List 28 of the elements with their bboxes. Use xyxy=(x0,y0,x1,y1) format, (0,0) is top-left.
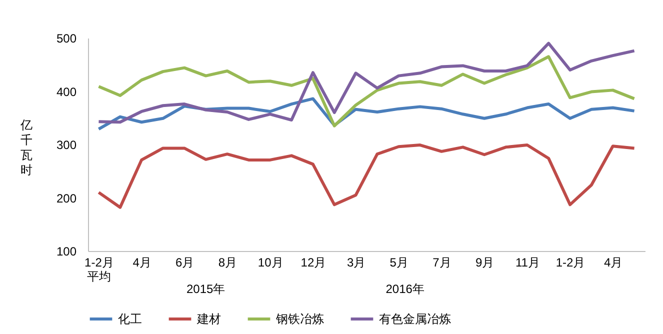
legend-label: 钢铁冶炼 xyxy=(275,312,324,326)
line-series xyxy=(97,42,636,124)
y-axis-title: 亿千瓦时 xyxy=(20,118,32,177)
y-tick-label: 100 xyxy=(56,244,77,258)
legend-label: 化工 xyxy=(118,312,142,326)
x-tick-label: 4月 xyxy=(132,256,152,270)
x-tick-label: 3月 xyxy=(346,256,366,270)
x-tick-label: 4月 xyxy=(604,256,623,270)
line-series xyxy=(97,55,636,128)
x-tick-label: 7月 xyxy=(432,256,452,270)
x-tick-label: 1-2月 xyxy=(556,256,586,270)
x-tick-label: 1-2月平均 xyxy=(84,256,114,284)
x-tick-label: 6月 xyxy=(176,256,194,270)
x-tick-label: 8月 xyxy=(218,256,238,270)
y-tick-label: 400 xyxy=(56,84,77,99)
text: 2015年 xyxy=(186,282,226,296)
line-series xyxy=(97,144,636,209)
y-tick-label: 200 xyxy=(56,191,77,206)
x-tick-label: 9月 xyxy=(475,256,494,270)
x-tick-label: 11月 xyxy=(515,256,540,270)
x-tick-label: 12月 xyxy=(300,256,326,270)
x-tick-label: 10月 xyxy=(258,256,284,270)
y-tick-label: 300 xyxy=(56,138,77,152)
legend-label: 有色金属冶炼 xyxy=(379,312,451,326)
y-tick-label: 500 xyxy=(56,32,77,46)
legend-label: 建材 xyxy=(196,312,221,326)
x-tick-label: 5月 xyxy=(390,256,408,270)
text: 2016年 xyxy=(386,282,424,296)
